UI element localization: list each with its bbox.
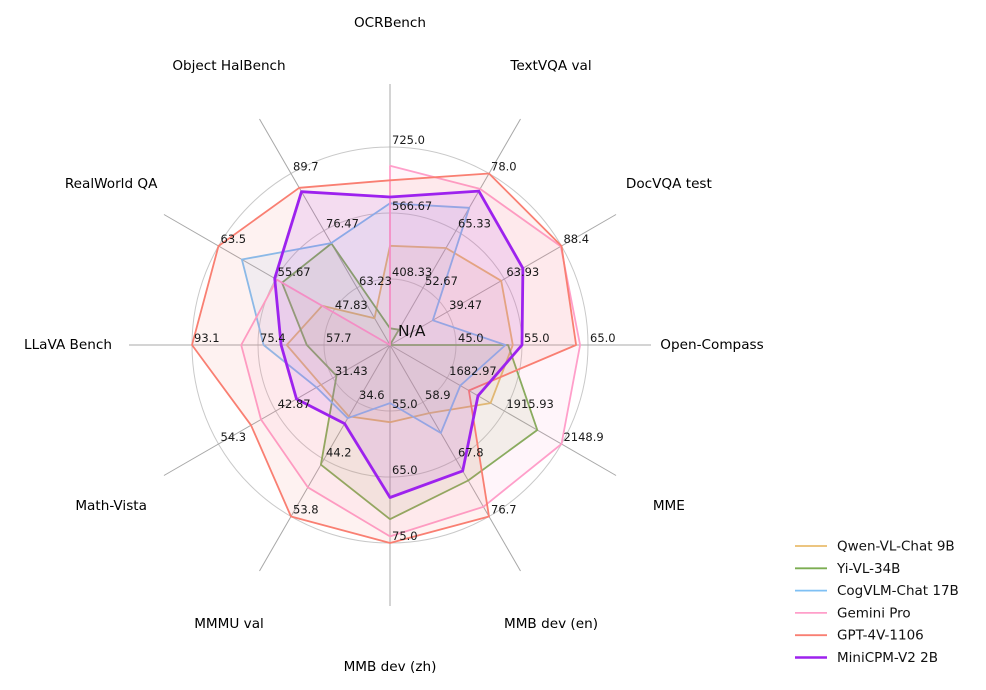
legend-label-minicpm-v2-2b: MiniCPM-V2 2B [837,650,938,666]
tick-label-mmb-dev-zh: 75.0 [392,529,418,543]
tick-label-mmmu-val: 34.6 [359,388,385,402]
tick-label-open-compass: 45.0 [458,331,484,345]
axis-label-mmb-dev-zh: MMB dev (zh) [344,659,437,675]
legend-label-qwen-vl-chat-9b: Qwen-VL-Chat 9B [837,539,955,555]
axis-spoke [389,214,617,346]
tick-label-realworld-qa: 47.83 [335,298,368,312]
tick-label-realworld-qa: 55.67 [278,265,311,279]
axis-label-open-compass: Open-Compass [660,337,763,353]
tick-label-math-vista: 42.87 [278,397,311,411]
tick-label-llava-bench: 57.7 [326,331,352,345]
tick-label-ocrbench: 725.0 [392,133,425,147]
tick-label-mmb-dev-zh: 65.0 [392,463,418,477]
legend-label-cogvlm-chat-17b: CogVLM-Chat 17B [837,583,959,599]
tick-label-mmb-dev-en: 76.7 [491,502,517,516]
tick-label-docvqa-test: 63.93 [506,265,539,279]
tick-label-textvqa-val: 52.67 [425,274,458,288]
axis-spoke [389,344,617,476]
tick-label-math-vista: 31.43 [335,364,368,378]
tick-label-open-compass: 65.0 [590,331,616,345]
tick-label-object-halbench: 63.23 [359,274,392,288]
tick-label-ocrbench: 566.67 [392,199,432,213]
axis-label-textvqa-val: TextVQA val [509,58,591,74]
series-polygon-gpt-4v-1106 [191,172,577,544]
axis-label-object-halbench: Object HalBench [172,58,285,74]
tick-label-mme: 1682.97 [449,364,497,378]
tick-label-mme: 1915.93 [506,397,554,411]
tick-label-docvqa-test: 39.47 [449,298,482,312]
tick-label-realworld-qa: 63.5 [221,232,247,246]
axis-label-mmb-dev-en: MMB dev (en) [504,616,598,632]
tick-label-object-halbench: 89.7 [293,160,319,174]
axis-label-llava-bench: LLaVA Bench [24,337,112,353]
axis-spoke [389,344,521,572]
tick-label-mmmu-val: 44.2 [326,445,352,459]
tick-label-mmb-dev-zh: 55.0 [392,397,418,411]
axis-spoke [259,118,391,346]
legend-label-yi-vl-34b: Yi-VL-34B [836,561,900,577]
tick-label-mmb-dev-en: 58.9 [425,388,451,402]
tick-label-llava-bench: 75.4 [260,331,286,345]
axis-spoke [389,118,521,346]
axis-label-realworld-qa: RealWorld QA [65,176,158,192]
axis-label-docvqa-test: DocVQA test [626,176,712,192]
center-na-label: N/A [398,322,426,340]
axis-label-math-vista: Math-Vista [75,498,147,514]
tick-label-textvqa-val: 78.0 [491,160,517,174]
axis-spoke [163,344,391,476]
tick-label-ocrbench: 408.33 [392,265,432,279]
axis-label-mme: MME [653,498,685,514]
tick-label-open-compass: 55.0 [524,331,550,345]
tick-label-object-halbench: 76.47 [326,217,359,231]
axis-label-ocrbench: OCRBench [354,15,426,31]
series-polygon-cogvlm-chat-17b [240,202,507,434]
tick-label-llava-bench: 93.1 [194,331,220,345]
tick-label-mmmu-val: 53.8 [293,502,319,516]
series-polygon-minicpm-v2-2b [273,189,525,499]
tick-label-mme: 2148.9 [563,430,603,444]
legend-label-gemini-pro: Gemini Pro [837,605,911,621]
axis-label-mmmu-val: MMMU val [194,616,264,632]
tick-label-mmb-dev-en: 67.8 [458,445,484,459]
tick-label-math-vista: 54.3 [221,430,247,444]
axis-spoke [259,344,391,572]
legend-label-gpt-4v-1106: GPT-4V-1106 [837,628,924,644]
tick-label-textvqa-val: 65.33 [458,217,491,231]
tick-label-docvqa-test: 88.4 [563,232,589,246]
